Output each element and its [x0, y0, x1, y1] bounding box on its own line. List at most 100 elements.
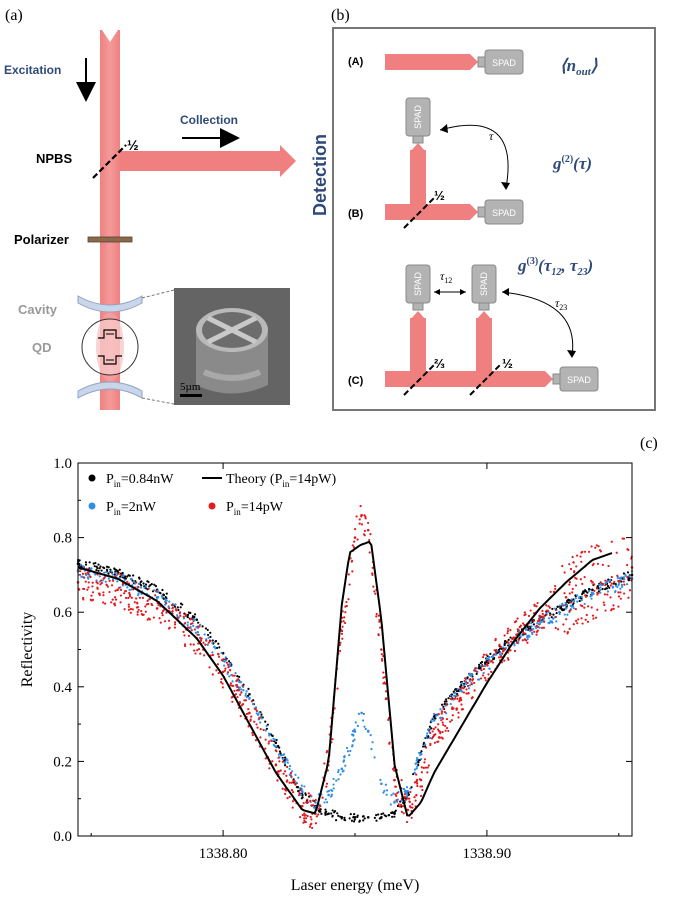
data-point — [391, 811, 394, 814]
data-point — [309, 794, 312, 797]
data-point — [527, 614, 531, 618]
data-point — [434, 726, 437, 729]
data-point — [377, 614, 380, 617]
data-point — [603, 593, 607, 596]
data-point — [97, 592, 101, 595]
data-point — [245, 695, 248, 699]
data-point — [352, 739, 355, 743]
data-point — [486, 655, 489, 658]
data-point — [532, 627, 535, 631]
data-point — [548, 606, 551, 609]
data-point — [332, 787, 335, 790]
data-point — [356, 815, 359, 819]
data-point — [461, 686, 464, 689]
data-point — [201, 625, 204, 628]
data-point — [254, 708, 257, 711]
data-point — [487, 660, 490, 663]
data-point — [351, 544, 354, 547]
data-point — [601, 582, 604, 585]
data-point — [626, 571, 630, 574]
data-point — [362, 533, 366, 536]
vertical-beam — [100, 30, 120, 410]
data-point — [347, 573, 350, 576]
data-point — [411, 803, 414, 806]
data-point — [493, 649, 496, 652]
data-point — [279, 754, 283, 757]
data-point — [227, 660, 231, 663]
data-point — [609, 596, 612, 599]
data-point — [270, 739, 273, 743]
data-point — [127, 596, 130, 600]
data-point — [371, 741, 374, 744]
data-point — [331, 814, 334, 817]
data-point — [187, 611, 190, 614]
data-point — [297, 794, 301, 797]
data-point — [417, 761, 420, 764]
data-point — [309, 815, 312, 819]
collection-beam — [120, 151, 282, 171]
data-point — [489, 660, 492, 663]
data-point — [616, 585, 619, 588]
data-point — [606, 584, 610, 588]
row-c-splitter-2 — [469, 364, 501, 396]
data-point — [323, 801, 326, 804]
data-point — [435, 714, 438, 717]
data-point — [498, 653, 502, 656]
data-point — [409, 805, 412, 808]
tau-label: τ — [489, 129, 494, 143]
data-point — [421, 788, 424, 792]
data-point — [450, 698, 454, 701]
data-point — [482, 667, 486, 671]
data-point — [337, 769, 340, 772]
data-point — [440, 712, 443, 715]
data-point — [382, 791, 385, 794]
data-point — [426, 732, 429, 735]
data-point — [565, 604, 568, 607]
data-point — [274, 763, 278, 766]
data-point — [405, 790, 408, 793]
data-point — [327, 793, 330, 797]
data-point — [130, 596, 133, 599]
data-point — [590, 545, 593, 548]
data-point — [507, 658, 510, 661]
data-point — [482, 653, 486, 656]
legend-label: Theory (Pin=14pW) — [226, 472, 337, 489]
data-point — [160, 611, 164, 615]
data-point — [278, 760, 281, 763]
data-point — [517, 638, 520, 641]
data-point — [355, 515, 358, 518]
spad-b-right-label: SPAD — [492, 208, 516, 218]
data-point — [150, 602, 153, 606]
data-point — [420, 794, 423, 797]
data-point — [569, 609, 572, 612]
data-point — [103, 576, 106, 579]
data-point — [131, 608, 134, 611]
data-point — [318, 807, 321, 810]
data-point — [348, 583, 351, 586]
data-point — [572, 561, 575, 564]
data-point — [127, 603, 130, 606]
data-point — [354, 721, 357, 724]
data-point — [345, 746, 349, 750]
data-point — [211, 639, 214, 642]
data-point — [91, 591, 95, 594]
data-point — [401, 805, 405, 808]
data-point — [173, 621, 177, 624]
data-point — [444, 729, 447, 732]
data-point — [105, 571, 108, 574]
data-point — [417, 763, 420, 767]
data-point — [333, 810, 337, 813]
data-point — [626, 576, 629, 579]
data-point — [507, 641, 510, 644]
data-point — [277, 756, 280, 759]
data-point — [343, 621, 347, 625]
data-point — [348, 817, 351, 820]
data-point — [303, 817, 306, 820]
data-point — [264, 729, 267, 732]
data-point — [179, 602, 183, 605]
data-point — [622, 572, 626, 575]
data-point — [291, 790, 295, 794]
data-point — [350, 560, 353, 563]
data-point — [258, 711, 261, 714]
data-point — [110, 601, 113, 604]
